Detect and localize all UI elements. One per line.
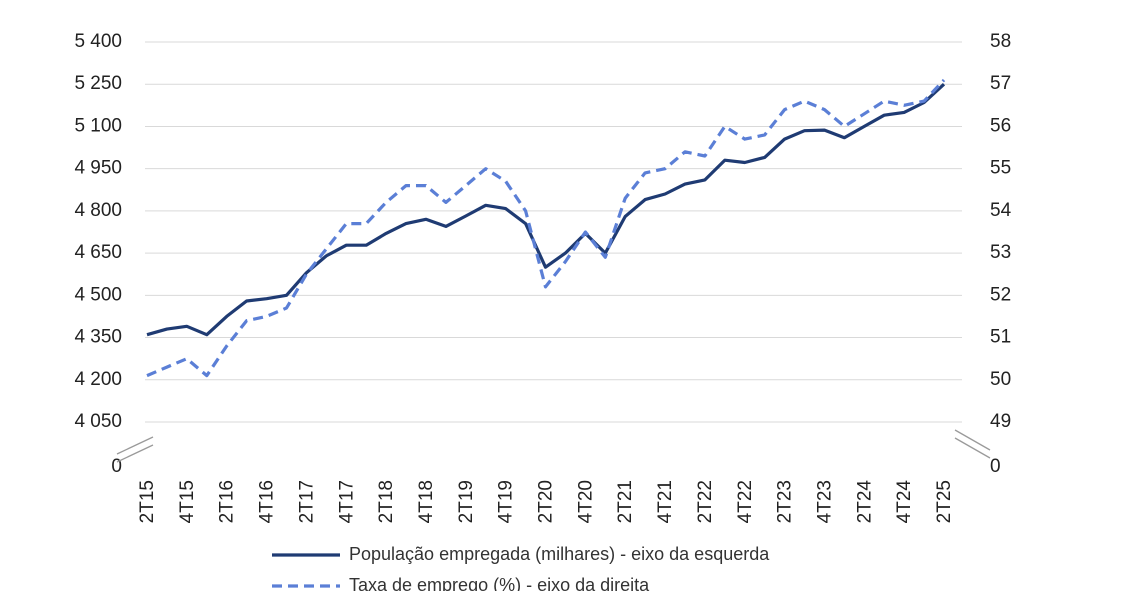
- right-tick-label: 52: [990, 284, 1011, 305]
- right-tick-label: 57: [990, 73, 1011, 94]
- legend: População empregada (milhares) - eixo da…: [272, 544, 770, 595]
- left-tick-label: 4 800: [74, 200, 122, 221]
- x-tick-label: 2T21: [615, 480, 636, 523]
- x-tick-label: 4T17: [336, 480, 357, 523]
- right-tick-label: 49: [990, 411, 1011, 432]
- left-tick-label: 4 050: [74, 411, 122, 432]
- left-tick-label: 5 100: [74, 115, 122, 136]
- right-tick-label: 0: [990, 456, 1001, 477]
- legend-label: Taxa de emprego (%) - eixo da direita: [349, 575, 650, 591]
- left-tick-label: 4 500: [74, 284, 122, 305]
- right-axis-break-mark: [954, 429, 991, 451]
- x-axis: 2T15 4T15 2T16 4T16 2T17 4T17 2T18 4T18 2T19 4T19…: [137, 480, 955, 524]
- x-tick-label: 4T19: [496, 480, 517, 523]
- axis-breaks: [116, 429, 991, 463]
- x-tick-label: 4T23: [814, 480, 835, 523]
- x-tick-label: 4T20: [575, 480, 596, 523]
- x-tick-label: 2T18: [376, 480, 397, 523]
- series-line-employed-population: [146, 83, 946, 337]
- x-tick-label: 2T15: [137, 480, 158, 523]
- x-tick-label: 2T16: [217, 480, 238, 523]
- right-tick-label: 54: [990, 200, 1012, 221]
- left-axis-break-mark: [116, 436, 154, 455]
- left-axis-break-mark: [116, 444, 154, 463]
- left-tick-label: 4 350: [74, 327, 122, 348]
- x-tick-label: 4T22: [735, 480, 756, 523]
- x-tick-label: 2T20: [536, 480, 557, 523]
- series-lines: [146, 78, 946, 378]
- x-tick-label: 4T21: [655, 480, 676, 523]
- left-tick-label: 0: [111, 456, 122, 477]
- right-tick-label: 58: [990, 31, 1011, 52]
- right-tick-label: 56: [990, 115, 1011, 136]
- x-tick-label: 4T18: [416, 480, 437, 523]
- left-axis: 5 400 5 250 5 100 4 950 4 800 4 650 4 500 4 350…: [74, 31, 122, 477]
- left-tick-label: 4 950: [74, 158, 122, 179]
- gridlines: [145, 41, 962, 423]
- left-tick-label: 4 650: [74, 242, 122, 263]
- left-tick-label: 5 250: [74, 73, 122, 94]
- x-tick-label: 4T24: [894, 480, 915, 524]
- right-axis-break-mark: [954, 437, 991, 459]
- left-tick-label: 5 400: [74, 31, 122, 52]
- left-tick-label: 4 200: [74, 369, 122, 390]
- x-tick-label: 4T16: [257, 480, 278, 523]
- right-tick-label: 55: [990, 158, 1011, 179]
- x-tick-label: 2T17: [296, 480, 317, 523]
- right-tick-label: 50: [990, 369, 1011, 390]
- x-tick-label: 2T22: [695, 480, 716, 523]
- x-tick-label: 2T25: [934, 480, 955, 523]
- series-line-employment-rate: [146, 78, 946, 378]
- right-tick-label: 51: [990, 327, 1011, 348]
- right-axis: 58 57 56 55 54 53 52 51 50 49 0: [990, 31, 1012, 477]
- right-tick-label: 53: [990, 242, 1011, 263]
- x-tick-label: 2T24: [854, 480, 875, 524]
- x-tick-label: 2T19: [456, 480, 477, 523]
- x-tick-label: 2T23: [775, 480, 796, 523]
- x-tick-label: 4T15: [177, 480, 198, 523]
- legend-label: População empregada (milhares) - eixo da…: [349, 544, 770, 564]
